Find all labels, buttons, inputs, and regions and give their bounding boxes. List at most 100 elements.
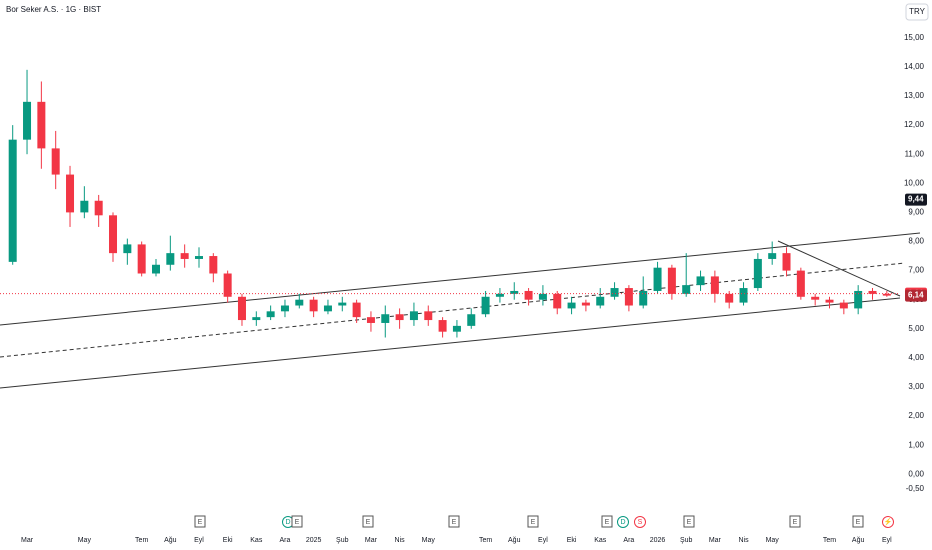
y-tick-label: 5,00 xyxy=(908,324,924,333)
currency-box[interactable] xyxy=(905,3,929,21)
candle-body xyxy=(624,288,633,306)
candle-body xyxy=(338,302,347,306)
candle-body xyxy=(381,314,390,323)
candle-body xyxy=(725,293,734,303)
candle-body xyxy=(825,299,834,303)
candle-body xyxy=(811,296,820,300)
candle-body xyxy=(882,293,891,296)
price-label-box xyxy=(905,289,927,302)
y-tick-label: 13,00 xyxy=(904,91,925,100)
x-tick-label: Kas xyxy=(250,537,263,544)
candle-body xyxy=(452,325,461,332)
candle-body xyxy=(710,276,719,294)
candle-body xyxy=(495,293,504,297)
x-tick-label: Mar xyxy=(21,537,34,544)
event-icon[interactable] xyxy=(683,515,695,528)
candle-body xyxy=(596,296,605,306)
x-tick-label: Şub xyxy=(680,537,693,544)
candle-body xyxy=(237,296,246,321)
candle-body xyxy=(409,311,418,321)
event-icon[interactable] xyxy=(789,515,801,528)
candle-body xyxy=(123,244,132,254)
x-tick-label: Mar xyxy=(709,537,722,544)
event-icon[interactable] xyxy=(852,515,864,528)
candle-body xyxy=(137,244,146,274)
event-icon[interactable] xyxy=(194,515,206,528)
candle-body xyxy=(839,302,848,309)
y-tick-label: 14,00 xyxy=(904,62,925,71)
x-tick-label: May xyxy=(422,537,436,544)
event-icon[interactable] xyxy=(882,516,894,528)
candle-body xyxy=(653,267,662,291)
y-tick-label: 11,00 xyxy=(905,149,925,158)
candle-body xyxy=(166,253,175,265)
channel-lower xyxy=(0,297,901,389)
event-label: ⚡ xyxy=(884,517,893,526)
x-tick-label: Eyl xyxy=(538,537,548,544)
event-icon[interactable] xyxy=(634,516,646,528)
candle-body xyxy=(782,253,791,271)
event-icon[interactable] xyxy=(601,515,613,528)
y-tick-label: 0,00 xyxy=(908,469,924,478)
candle-body xyxy=(80,200,89,213)
x-tick-label: Tem xyxy=(135,537,148,544)
x-tick-label: Kas xyxy=(594,537,607,544)
x-tick-label: Tem xyxy=(479,537,492,544)
candle-body xyxy=(152,264,160,274)
x-tick-label: Nis xyxy=(738,537,749,544)
y-tick-label: -0,50 xyxy=(906,484,925,493)
x-tick-label: Tem xyxy=(823,537,836,544)
event-icon[interactable] xyxy=(527,515,539,528)
candle-body xyxy=(538,293,547,300)
currency: TRY xyxy=(909,7,926,16)
y-tick-label: 12,00 xyxy=(904,120,925,129)
candle-body xyxy=(567,302,576,309)
y-tick-label: 4,00 xyxy=(908,353,924,362)
event-label: E xyxy=(687,519,692,526)
candle-body xyxy=(610,288,619,297)
candle-body xyxy=(768,253,777,259)
candle-body xyxy=(37,101,46,149)
trend-line xyxy=(777,240,901,297)
event-icon[interactable] xyxy=(362,515,374,528)
candle-body xyxy=(295,299,304,306)
y-tick-label: 10,00 xyxy=(904,178,925,187)
candle-body xyxy=(438,320,447,332)
candle-body xyxy=(94,200,103,216)
event-icon[interactable] xyxy=(448,515,460,528)
event-icon[interactable] xyxy=(617,516,629,528)
candle-body xyxy=(51,148,60,175)
candle-body xyxy=(395,314,404,321)
x-tick-label: 2026 xyxy=(650,537,666,544)
event-label: E xyxy=(856,519,861,526)
candle-body xyxy=(280,305,289,312)
candle-body xyxy=(223,273,232,297)
y-tick-label: 8,00 xyxy=(908,237,924,246)
x-tick-label: Ağu xyxy=(852,537,865,544)
x-tick-label: Eyl xyxy=(882,537,892,544)
candle-body xyxy=(739,288,748,303)
y-tick-label: 7,00 xyxy=(908,266,924,275)
event-icon[interactable] xyxy=(291,515,303,528)
x-tick-label: Ağu xyxy=(508,537,521,544)
candle-body xyxy=(467,314,476,326)
candle-body xyxy=(109,215,118,254)
price-label: 6,14 xyxy=(908,291,924,300)
y-tick-label: 1,00 xyxy=(908,440,924,449)
candle-body xyxy=(510,290,519,294)
candle-body xyxy=(639,290,648,306)
candle-body xyxy=(553,293,562,309)
candle-body xyxy=(753,258,762,289)
event-label: S xyxy=(638,519,643,526)
event-label: E xyxy=(198,519,203,526)
candle-body xyxy=(352,302,361,318)
candle-body xyxy=(266,311,275,318)
chart-title: Bor Seker A.S. · 1G · BIST xyxy=(6,5,101,14)
candle-body xyxy=(868,290,877,294)
event-label: E xyxy=(531,519,536,526)
y-tick-label: 3,00 xyxy=(908,382,924,391)
candle-body xyxy=(209,256,218,274)
x-tick-label: Ara xyxy=(623,537,634,544)
candle-body xyxy=(23,101,32,140)
